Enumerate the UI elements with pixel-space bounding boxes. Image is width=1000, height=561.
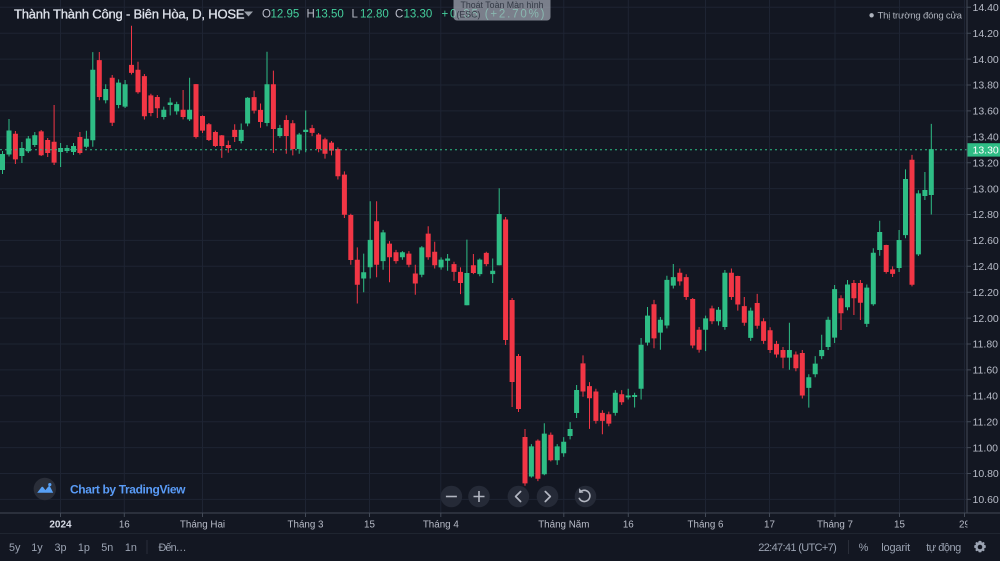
svg-text:10.80: 10.80	[973, 468, 999, 480]
svg-text:Thành Thành Công - Biên Hòa, D: Thành Thành Công - Biên Hòa, D, HOSE	[14, 6, 245, 21]
svg-text:14.00: 14.00	[973, 54, 999, 66]
svg-text:logarit: logarit	[881, 542, 910, 554]
svg-text:13.00: 13.00	[973, 183, 999, 195]
svg-text:13.60: 13.60	[973, 106, 999, 118]
svg-text:10.60: 10.60	[973, 494, 999, 506]
svg-text:12.00: 12.00	[973, 313, 999, 325]
svg-text:Tháng 6: Tháng 6	[688, 519, 725, 530]
svg-text:(ESC): (ESC)	[457, 9, 481, 19]
svg-text:29: 29	[959, 519, 970, 530]
svg-text:11.00: 11.00	[973, 442, 999, 454]
svg-text:Tháng Hai: Tháng Hai	[180, 519, 225, 530]
svg-text:13.30: 13.30	[973, 145, 999, 157]
svg-text:13.80: 13.80	[973, 80, 999, 92]
svg-text:tự động: tự động	[926, 542, 961, 554]
svg-text:11.60: 11.60	[973, 365, 999, 377]
svg-text:H: H	[307, 9, 315, 21]
svg-text:Thị trường đóng cửa: Thị trường đóng cửa	[878, 10, 963, 21]
svg-text:15: 15	[364, 519, 375, 530]
svg-text:1y: 1y	[31, 542, 43, 554]
svg-text:3p: 3p	[54, 542, 66, 554]
svg-text:14.40: 14.40	[973, 2, 999, 14]
svg-text:C: C	[395, 9, 403, 21]
svg-text:11.80: 11.80	[973, 339, 999, 351]
svg-text:12.60: 12.60	[973, 235, 999, 247]
svg-text:12.20: 12.20	[973, 287, 999, 299]
svg-text:Tháng 7: Tháng 7	[817, 519, 853, 530]
svg-text:16: 16	[623, 519, 634, 530]
svg-text:5n: 5n	[101, 542, 113, 554]
svg-text:12.80: 12.80	[360, 9, 389, 21]
svg-text:%: %	[859, 542, 869, 554]
svg-text:L: L	[352, 9, 359, 21]
svg-text:22:47:41 (UTC+7): 22:47:41 (UTC+7)	[758, 542, 837, 554]
svg-text:13.50: 13.50	[315, 9, 344, 21]
svg-text:17: 17	[764, 519, 775, 530]
svg-text:13.30: 13.30	[404, 9, 433, 21]
svg-text:O: O	[262, 9, 271, 21]
svg-text:13.20: 13.20	[973, 157, 999, 169]
svg-text:1n: 1n	[125, 542, 137, 554]
svg-text:Tháng 3: Tháng 3	[288, 519, 325, 530]
svg-text:11.20: 11.20	[973, 416, 999, 428]
svg-text:11.40: 11.40	[973, 391, 999, 403]
svg-text:12.80: 12.80	[973, 209, 999, 221]
svg-text:Đến…: Đến…	[159, 542, 187, 554]
svg-text:Thoát Toàn Màn hình: Thoát Toàn Màn hình	[461, 0, 544, 10]
svg-text:12.40: 12.40	[973, 261, 999, 273]
svg-text:16: 16	[119, 519, 130, 530]
svg-text:13.40: 13.40	[973, 132, 999, 144]
svg-text:2024: 2024	[49, 519, 72, 530]
svg-text:Chart by TradingView: Chart by TradingView	[70, 482, 186, 496]
svg-text:14.20: 14.20	[973, 28, 999, 40]
svg-text:5y: 5y	[9, 542, 21, 554]
svg-text:Tháng 4: Tháng 4	[423, 519, 460, 530]
svg-text:12.95: 12.95	[271, 9, 300, 21]
svg-text:15: 15	[894, 519, 905, 530]
svg-text:Tháng Năm: Tháng Năm	[538, 519, 589, 530]
svg-text:1p: 1p	[78, 542, 90, 554]
